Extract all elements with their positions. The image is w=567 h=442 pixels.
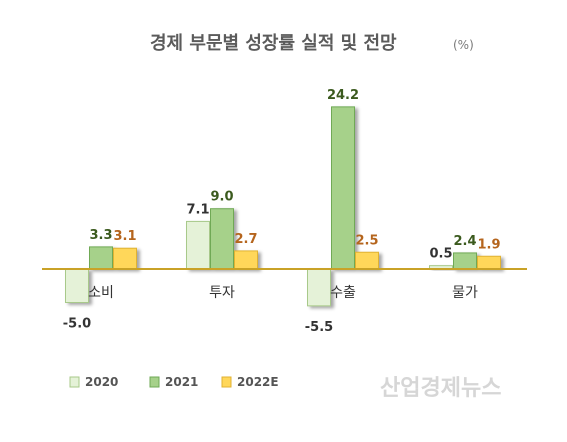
labels-layer: -5.0 3.3 3.1 소비 7.19.0 2.7 투자 -5.5 24.2 2.5 수출 0.52… [63, 88, 501, 335]
bars-layer [65, 106, 501, 307]
chart-unit: (%) [453, 38, 474, 52]
data-label-2020-2: -5.5 [305, 320, 333, 335]
legend-swatch-2020 [69, 376, 80, 388]
bar-2021-0 [89, 246, 113, 270]
bar-2020-2 [307, 268, 331, 307]
bar-2021-1 [210, 208, 234, 270]
legend-swatch-2021 [149, 376, 160, 388]
data-label-2021-1: 9.0 [210, 190, 233, 205]
bar-2022E-2 [355, 251, 379, 270]
data-label-2020-3: 0.5 [429, 247, 452, 262]
data-label-2020-1: 7.1 [186, 202, 209, 217]
legend-label-2020: 2020 [85, 375, 118, 389]
category-label-3: 물가 [452, 285, 478, 301]
watermark: 산업경제뉴스 [380, 376, 501, 401]
data-label-2021-0: 3.3 [89, 228, 112, 243]
chart-title: 경제 부문별 성장률 실적 및 전망 [150, 33, 397, 54]
data-label-2022E-1: 2.7 [234, 232, 257, 247]
legend-label-2021: 2021 [165, 375, 198, 389]
data-label-2022E-2: 2.5 [355, 233, 378, 248]
category-label-0: 소비 [88, 285, 114, 301]
category-label-1: 투자 [209, 285, 235, 301]
bar-2021-3 [453, 252, 477, 270]
category-label-2: 수출 [330, 285, 356, 301]
bar-2021-2 [331, 106, 355, 270]
bar-2022E-3 [477, 255, 501, 270]
bar-2020-0 [65, 268, 89, 303]
legend: 2020 2021 2022E [69, 375, 279, 389]
data-label-2021-2: 24.2 [327, 88, 359, 103]
data-label-2022E-0: 3.1 [113, 229, 136, 244]
bar-2020-1 [186, 220, 210, 270]
legend-swatch-2022E [221, 376, 232, 388]
bar-2022E-1 [234, 250, 258, 270]
data-label-2022E-3: 1.9 [477, 237, 500, 252]
bar-2022E-0 [113, 247, 137, 270]
legend-label-2022E: 2022E [237, 375, 279, 389]
data-label-2021-3: 2.4 [453, 234, 476, 249]
data-label-2020-0: -5.0 [63, 317, 91, 332]
